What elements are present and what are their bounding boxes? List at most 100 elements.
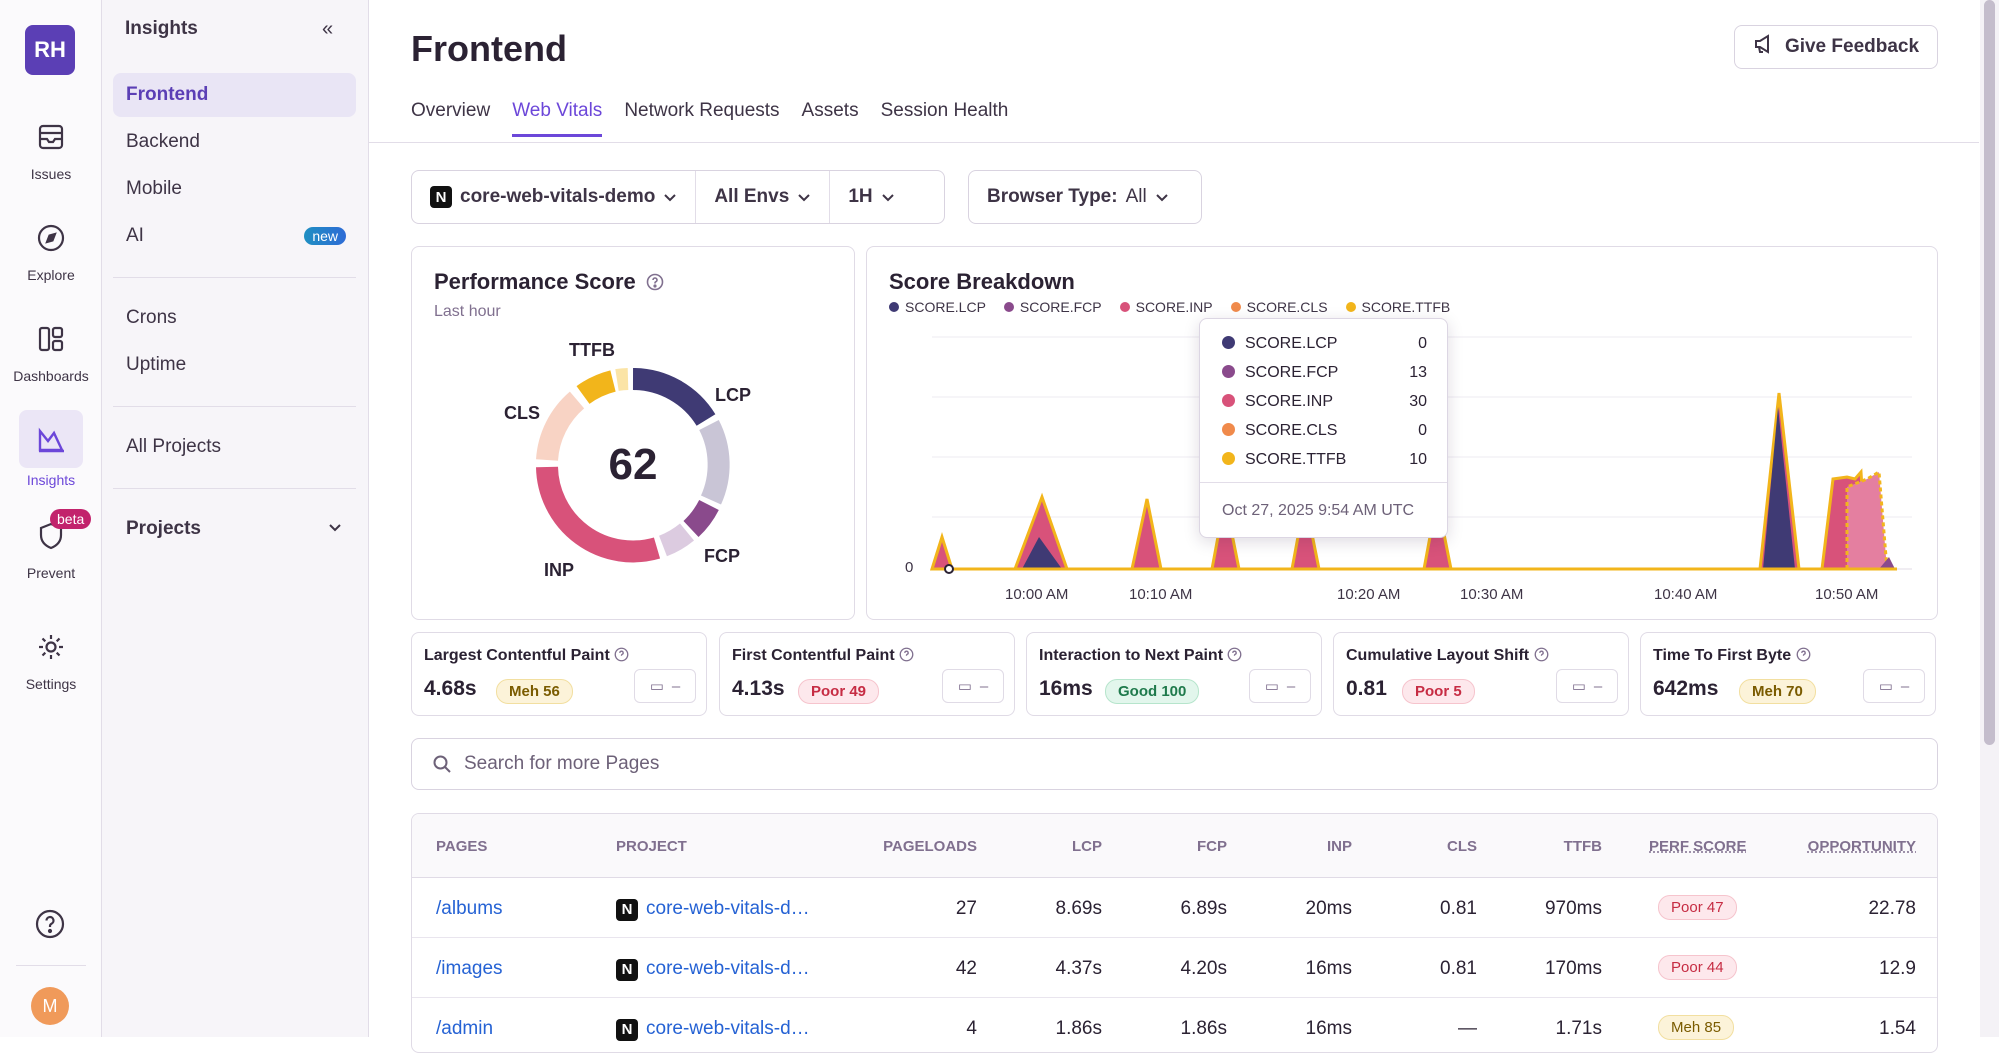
legend-item[interactable]: SCORE.TTFB [1345, 299, 1450, 315]
area-spike-lcp [1763, 407, 1795, 569]
pageloads-cell: 4 [966, 1018, 977, 1039]
chevron-down-icon [881, 194, 894, 202]
vital-issues-button[interactable]: ▭ – [1863, 669, 1925, 703]
tab-session-health[interactable]: Session Health [880, 100, 1009, 121]
rail-label: Dashboards [13, 368, 89, 384]
nav-item-label: AI [126, 225, 144, 246]
lcp-cell: 1.86s [1055, 1018, 1102, 1039]
vital-card-ttfb[interactable]: Time To First Byte 642ms Meh 70 ▭ – [1640, 632, 1936, 716]
rail-item-insights[interactable]: Insights [0, 410, 102, 488]
nav-item-projects[interactable]: Projects [113, 507, 356, 551]
column-header[interactable]: TTFB [1563, 838, 1602, 855]
rail-item-dashboards[interactable]: Dashboards [0, 314, 102, 384]
search-icon [433, 755, 451, 773]
info-icon[interactable] [899, 647, 914, 662]
nav-item-all-projects[interactable]: All Projects [126, 436, 222, 457]
collapse-sidebar-icon[interactable]: « [322, 18, 334, 40]
browser-type-filter[interactable]: Browser Type: All [968, 170, 1202, 224]
page-search-input[interactable]: Search for more Pages [411, 738, 1938, 790]
rail-item-prevent[interactable]: beta Prevent [0, 509, 102, 581]
nextjs-icon: N [616, 1018, 638, 1041]
legend-item[interactable]: SCORE.LCP [889, 299, 986, 315]
give-feedback-button[interactable]: Give Feedback [1734, 25, 1938, 69]
issues-icon [26, 112, 76, 162]
pageloads-cell: 27 [955, 898, 977, 919]
info-icon[interactable] [1796, 647, 1811, 662]
info-icon[interactable] [1534, 647, 1549, 662]
nav-divider [113, 488, 356, 489]
nav-item-backend[interactable]: Backend [126, 131, 200, 152]
opportunity-cell: 1.54 [1879, 1018, 1916, 1039]
score-breakdown-chart[interactable] [867, 247, 1939, 621]
page-link[interactable]: /images [436, 958, 503, 979]
performance-score-value: 62 [608, 440, 658, 489]
org-avatar[interactable]: RH [25, 25, 75, 75]
issues-icon: ▭ [1264, 678, 1279, 695]
page-link[interactable]: /albums [436, 898, 503, 919]
period-selector[interactable]: 1H [830, 171, 912, 223]
environment-selector[interactable]: All Envs [696, 171, 831, 223]
scrollbar-thumb[interactable] [1984, 0, 1995, 745]
info-icon[interactable] [614, 647, 629, 662]
legend-item[interactable]: SCORE.FCP [1003, 299, 1102, 315]
column-header[interactable]: PERF SCORE [1649, 838, 1747, 855]
info-icon[interactable] [646, 273, 664, 291]
vital-card-lcp[interactable]: Largest Contentful Paint 4.68s Meh 56 ▭ – [411, 632, 707, 716]
fcp-cell: 4.20s [1180, 958, 1227, 979]
page-scrollbar[interactable] [1980, 0, 1999, 1037]
page-filters: N core-web-vitals-demo All Envs 1H [411, 170, 945, 224]
x-tick: 10:20 AM [1337, 586, 1401, 603]
info-icon[interactable] [1227, 647, 1242, 662]
nav-item-frontend[interactable]: Frontend [113, 73, 356, 117]
nav-item-uptime[interactable]: Uptime [126, 354, 187, 375]
vital-issues-button[interactable]: ▭ – [634, 669, 696, 703]
rail-item-issues[interactable]: Issues [0, 112, 102, 182]
legend-item[interactable]: SCORE.INP [1119, 299, 1213, 315]
chart-legend: SCORE.LCP SCORE.FCP SCORE.INP SCORE.CLS … [889, 299, 1450, 315]
column-header[interactable]: OPPORTUNITY [1807, 838, 1916, 855]
vital-issues-button[interactable]: ▭ – [942, 669, 1004, 703]
feedback-label: Give Feedback [1784, 36, 1920, 57]
project-value: core-web-vitals-demo [460, 186, 656, 207]
env-value: All Envs [714, 186, 790, 207]
rail-item-explore[interactable]: Explore [0, 213, 102, 283]
vital-value: 16ms [1039, 677, 1093, 700]
tooltip-row: SCORE.LCP 0 [1222, 335, 1427, 359]
nav-item-crons[interactable]: Crons [126, 307, 177, 328]
vital-issues-button[interactable]: ▭ – [1556, 669, 1618, 703]
tab-bar: Overview Web Vitals Network Requests Ass… [411, 100, 1008, 137]
nav-item-mobile[interactable]: Mobile [126, 178, 182, 199]
column-header[interactable]: PROJECT [616, 838, 687, 855]
tab-assets[interactable]: Assets [801, 100, 859, 121]
legend-item[interactable]: SCORE.CLS [1230, 299, 1328, 315]
vital-card-fcp[interactable]: First Contentful Paint 4.13s Poor 49 ▭ – [719, 632, 1015, 716]
tab-overview[interactable]: Overview [411, 100, 491, 121]
column-header[interactable]: FCP [1197, 838, 1227, 855]
project-selector[interactable]: N core-web-vitals-demo [412, 171, 697, 223]
vital-card-cls[interactable]: Cumulative Layout Shift 0.81 Poor 5 ▭ – [1333, 632, 1629, 716]
column-header[interactable]: CLS [1447, 838, 1477, 855]
column-header[interactable]: LCP [1072, 838, 1102, 855]
column-header[interactable]: PAGES [436, 838, 488, 855]
vital-issues-button[interactable]: ▭ – [1249, 669, 1311, 703]
tab-network-requests[interactable]: Network Requests [624, 100, 780, 121]
status-badge: Poor 5 [1402, 679, 1475, 704]
status-badge: Meh 70 [1739, 679, 1816, 704]
vital-card-inp[interactable]: Interaction to Next Paint 16ms Good 100 … [1026, 632, 1322, 716]
column-header[interactable]: PAGELOADS [883, 838, 977, 855]
user-avatar[interactable]: M [31, 987, 69, 1025]
cls-cell: — [1458, 1018, 1477, 1039]
help-icon[interactable] [34, 908, 66, 945]
column-header[interactable]: INP [1326, 838, 1352, 855]
nav-item-ai[interactable]: AI new [113, 214, 356, 258]
vital-name: First Contentful Paint [732, 647, 914, 665]
page-link[interactable]: /admin [436, 1018, 494, 1039]
tab-web-vitals[interactable]: Web Vitals [512, 100, 603, 137]
ring-label-inp: INP [544, 560, 575, 580]
rail-item-settings[interactable]: Settings [0, 622, 102, 692]
